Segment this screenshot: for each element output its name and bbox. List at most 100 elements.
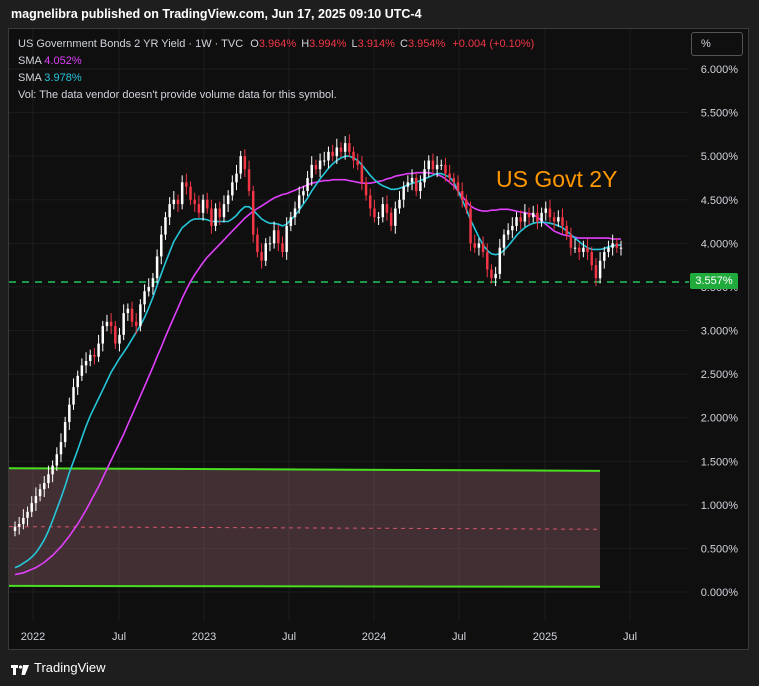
chart-pane[interactable]: 6.000%5.500%5.000%4.500%4.000%3.500%3.00… <box>8 28 749 650</box>
candle <box>88 354 92 362</box>
candle <box>72 387 75 405</box>
candle <box>80 365 84 376</box>
candle <box>423 169 426 183</box>
candle <box>268 243 272 245</box>
publisher-line: magnelibra published on TradingView.com,… <box>11 7 422 21</box>
x-tick-label: 2024 <box>362 631 386 643</box>
candle <box>335 147 339 157</box>
candle <box>151 278 155 287</box>
sma-slow-label: SMA <box>18 55 42 67</box>
change-value: +0.004 (+0.10%) <box>452 38 535 50</box>
x-tick-label: Jul <box>282 631 296 643</box>
candle <box>63 422 67 443</box>
tradingview-logo-icon <box>11 663 29 675</box>
sma-fast-row[interactable]: SMA 3.978% <box>18 70 534 87</box>
symbol-name: US Government Bonds 2 YR Yield · 1W · TV… <box>18 38 244 50</box>
candle <box>419 182 422 192</box>
candle <box>30 503 33 512</box>
candle <box>160 234 163 257</box>
candle <box>406 182 410 187</box>
high-label: H <box>301 38 310 50</box>
candle <box>331 151 334 157</box>
candle <box>531 212 535 218</box>
candle <box>481 243 485 253</box>
candle <box>239 156 242 174</box>
y-tick-label: 1.000% <box>701 500 739 512</box>
candle <box>465 199 468 209</box>
low-label: L <box>351 38 358 50</box>
candle <box>76 375 79 388</box>
candle <box>469 208 472 244</box>
candle <box>68 404 71 423</box>
tradingview-logo[interactable]: TradingView <box>11 660 106 675</box>
candle <box>444 164 447 174</box>
y-tick-label: 2.000% <box>701 413 739 425</box>
candle <box>147 286 150 292</box>
candle <box>231 182 234 196</box>
sma-fast-line <box>14 155 621 569</box>
candle <box>168 204 171 218</box>
candle <box>222 204 226 218</box>
chart-annotation: US Govt 2Y <box>496 166 618 192</box>
x-tick-label: Jul <box>452 631 466 643</box>
candle <box>394 208 397 226</box>
candle <box>460 191 464 200</box>
candle <box>427 160 430 170</box>
candle <box>260 252 263 261</box>
candle <box>364 182 368 196</box>
candle <box>456 182 460 192</box>
candle <box>281 243 284 253</box>
channel-lower-line <box>9 584 601 588</box>
candle <box>398 199 401 209</box>
candle <box>569 234 573 248</box>
candle <box>47 474 50 484</box>
candle <box>356 160 359 165</box>
percent-scale-button[interactable]: % <box>691 32 743 56</box>
candle <box>314 164 318 170</box>
candle <box>611 243 614 248</box>
ohlc-row: US Government Bonds 2 YR Yield · 1W · TV… <box>18 36 534 53</box>
candle <box>22 517 25 525</box>
candle <box>323 160 326 162</box>
candle <box>502 234 506 248</box>
candle <box>494 273 497 279</box>
candle <box>385 204 389 213</box>
candle <box>277 230 280 244</box>
candle <box>343 143 347 152</box>
candle <box>247 169 251 192</box>
candle <box>536 212 539 222</box>
candle <box>297 195 301 209</box>
candle <box>306 177 309 192</box>
x-tick-label: 2025 <box>533 631 557 643</box>
candle <box>17 524 21 527</box>
candle <box>402 186 405 200</box>
candle <box>13 526 17 531</box>
sma-slow-value: 4.052% <box>44 55 82 67</box>
candle <box>214 208 217 226</box>
candle <box>548 208 552 218</box>
candle <box>84 361 88 366</box>
sma-fast-label: SMA <box>18 72 42 84</box>
candle <box>189 186 192 200</box>
candle <box>243 156 247 170</box>
candle <box>293 208 297 218</box>
candle <box>607 247 610 253</box>
candlestick-chart[interactable]: 6.000%5.500%5.000%4.500%4.000%3.500%3.00… <box>9 29 750 651</box>
candle <box>506 230 510 235</box>
close-value: 3.954% <box>407 38 446 50</box>
candle <box>114 326 117 344</box>
candle <box>327 151 330 161</box>
candle <box>515 217 518 226</box>
candle <box>590 252 593 266</box>
candle <box>368 195 372 209</box>
x-tick-label: Jul <box>623 631 637 643</box>
candle <box>410 177 414 183</box>
y-tick-label: 5.500% <box>701 108 739 120</box>
candle <box>51 465 54 475</box>
sma-slow-row[interactable]: SMA 4.052% <box>18 53 534 70</box>
candle <box>389 212 393 226</box>
candle <box>185 182 188 187</box>
y-tick-label: 0.000% <box>701 587 739 599</box>
candle <box>448 173 451 178</box>
y-tick-label: 5.000% <box>701 151 739 163</box>
